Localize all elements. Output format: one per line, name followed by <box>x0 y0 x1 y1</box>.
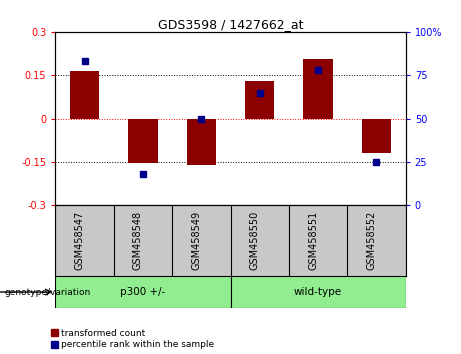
Legend: transformed count, percentile rank within the sample: transformed count, percentile rank withi… <box>51 329 214 349</box>
Bar <box>362 119 391 153</box>
Text: GSM458550: GSM458550 <box>250 211 260 270</box>
Bar <box>187 119 216 165</box>
Text: genotype/variation: genotype/variation <box>5 287 91 297</box>
Text: GSM458547: GSM458547 <box>75 211 84 270</box>
Title: GDS3598 / 1427662_at: GDS3598 / 1427662_at <box>158 18 303 31</box>
Bar <box>303 59 333 119</box>
Text: GSM458552: GSM458552 <box>366 211 377 270</box>
Bar <box>55 276 230 308</box>
Bar <box>230 276 406 308</box>
Text: GSM458548: GSM458548 <box>133 211 143 270</box>
Text: p300 +/-: p300 +/- <box>120 287 165 297</box>
Text: GSM458549: GSM458549 <box>191 211 201 270</box>
Bar <box>70 71 99 119</box>
Bar <box>128 119 158 164</box>
Text: wild-type: wild-type <box>294 287 342 297</box>
Bar <box>245 81 274 119</box>
Text: GSM458551: GSM458551 <box>308 211 318 270</box>
